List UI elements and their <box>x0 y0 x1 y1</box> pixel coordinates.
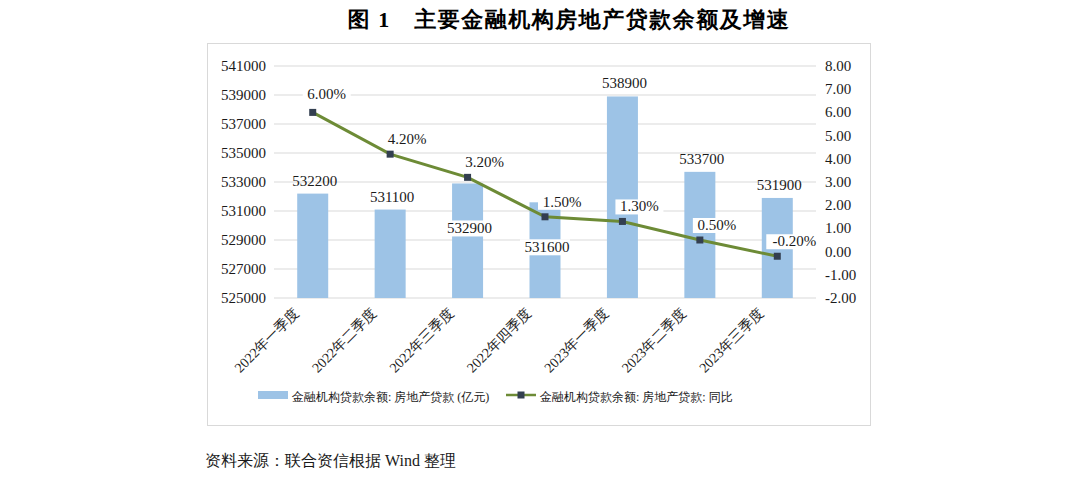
line-marker <box>542 213 549 220</box>
x-axis-category-label: 2022年四季度 <box>463 305 534 376</box>
right-axis-tick-label: 6.00 <box>825 104 851 120</box>
right-axis-tick-label: 4.00 <box>825 151 851 167</box>
line-data-label: 6.00% <box>307 86 346 102</box>
line-data-label: 0.50% <box>697 217 736 233</box>
left-axis-tick-label: 531000 <box>221 203 266 219</box>
left-axis-tick-label: 535000 <box>221 145 266 161</box>
line-marker <box>464 174 471 181</box>
x-axis-category-label: 2023年二季度 <box>618 305 689 376</box>
line-marker <box>774 253 781 260</box>
line-data-label: 1.30% <box>620 198 659 214</box>
line-data-label: 3.20% <box>465 154 504 170</box>
right-axis-tick-label: -2.00 <box>825 290 856 306</box>
line-data-label: 1.50% <box>543 194 582 210</box>
line-marker <box>696 237 703 244</box>
bar-data-label: 531600 <box>525 239 570 255</box>
chart-title: 图 1 主要金融机构房地产贷款余额及增速 <box>237 5 901 35</box>
bar-data-label: 538900 <box>602 75 647 91</box>
right-axis-tick-label: 2.00 <box>825 197 851 213</box>
left-axis-tick-label: 539000 <box>221 87 266 103</box>
x-axis-category-label: 2023年三季度 <box>696 305 767 376</box>
left-axis-tick-label: 533000 <box>221 174 266 190</box>
x-axis-category-label: 2022年一季度 <box>231 305 302 376</box>
right-axis-tick-label: 3.00 <box>825 174 851 190</box>
left-axis-tick-label: 525000 <box>221 290 266 306</box>
x-axis-category-label: 2022年二季度 <box>309 305 380 376</box>
right-axis-tick-label: 0.00 <box>825 244 851 260</box>
bar <box>684 172 715 298</box>
line-marker <box>619 218 626 225</box>
line-data-label: 4.20% <box>388 131 427 147</box>
source-note: 资料来源：联合资信根据 Wind 整理 <box>205 451 456 472</box>
bar <box>607 96 638 298</box>
legend-bar-label: 金融机构贷款余额: 房地产贷款 (亿元) <box>291 390 489 404</box>
bar-data-label: 531900 <box>757 177 802 193</box>
left-axis-tick-label: 541000 <box>221 58 266 74</box>
left-axis-tick-label: 537000 <box>221 116 266 132</box>
bar <box>375 210 406 298</box>
bar-data-label: 533700 <box>679 151 724 167</box>
right-axis-tick-label: 7.00 <box>825 81 851 97</box>
legend-line-marker <box>518 392 525 399</box>
line-marker <box>387 151 394 158</box>
legend-bar-swatch <box>258 391 288 399</box>
left-axis-tick-label: 527000 <box>221 261 266 277</box>
right-axis-tick-label: 8.00 <box>825 58 851 74</box>
x-axis-category-label: 2023年一季度 <box>541 305 612 376</box>
right-axis-tick-label: 1.00 <box>825 220 851 236</box>
right-axis-tick-label: 5.00 <box>825 128 851 144</box>
x-axis-category-label: 2022年三季度 <box>386 305 457 376</box>
legend-line-label: 金融机构贷款余额: 房地产贷款: 同比 <box>539 390 733 404</box>
bar <box>452 183 483 298</box>
right-axis-tick-label: -1.00 <box>825 267 856 283</box>
combo-chart: 541000 539000 537000 535000 533000 531000 5290… <box>208 44 870 425</box>
bar-data-label: 531100 <box>370 189 414 205</box>
line-marker <box>309 109 316 116</box>
left-axis-tick-label: 529000 <box>221 232 266 248</box>
line-data-label: -0.20% <box>772 233 816 249</box>
bar <box>297 194 328 298</box>
chart-area: 541000 539000 537000 535000 533000 531000 5290… <box>207 43 871 426</box>
bar-data-label: 532200 <box>292 173 337 189</box>
bar-data-label: 532900 <box>447 220 492 236</box>
